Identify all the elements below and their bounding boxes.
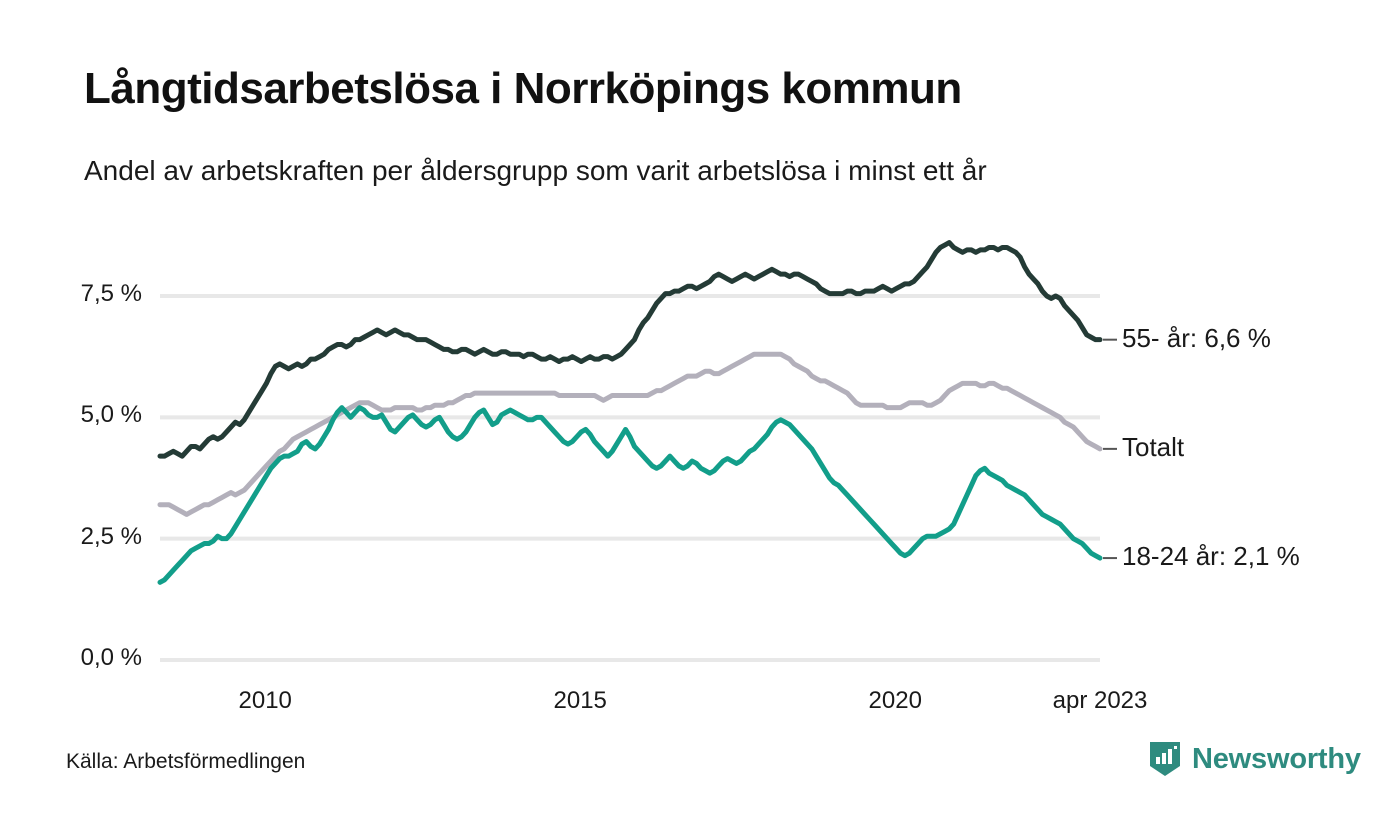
y-tick-label: 0,0 % (80, 644, 142, 671)
page-subtitle: Andel av arbetskraften per åldersgrupp s… (84, 155, 987, 186)
x-tick-label: 2015 (553, 687, 607, 714)
y-tick-label: 5,0 % (80, 401, 142, 429)
page-title: Långtidsarbetslösa i Norrköpings kommun (84, 64, 962, 113)
x-tick-label: apr 2023 (1052, 687, 1148, 714)
series-line-1 (157, 351, 1103, 517)
y-tick-label: 2,5 % (80, 522, 142, 550)
source-note: Källa: Arbetsförmedlingen (66, 750, 306, 773)
y-tick-label: 7,5 % (80, 280, 142, 307)
newsworthy-logo[interactable]: Newsworthy (1148, 740, 1361, 778)
x-tick-label: 2020 (868, 687, 922, 714)
bar-chart-pin-icon (1150, 742, 1180, 776)
gridlines-group (160, 294, 1100, 662)
series-line-0 (157, 240, 1103, 459)
series-label-1: Totalt (1122, 431, 1185, 462)
x-tick-label: 2010 (238, 687, 292, 714)
brand-name: Newsworthy (1192, 742, 1361, 775)
series-label-0: 55- år: 6,6 % (1122, 322, 1271, 353)
label-connectors-group (1103, 338, 1117, 560)
series-line-2 (157, 405, 1103, 585)
series-lines-group (157, 240, 1103, 585)
series-label-2: 18-24 år: 2,1 % (1122, 541, 1300, 572)
